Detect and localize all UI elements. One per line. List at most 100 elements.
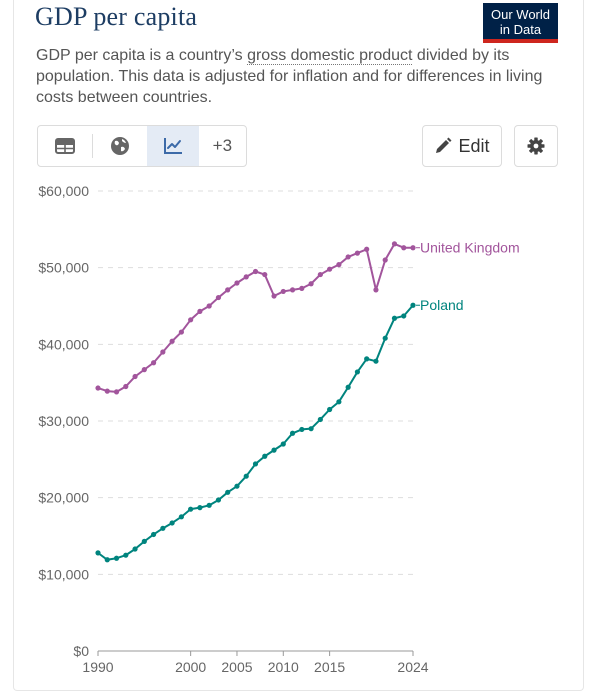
x-tick-label: 2005 bbox=[221, 659, 252, 675]
data-point-poland[interactable] bbox=[354, 369, 361, 375]
subtitle-text-after: divided by its population. This data is … bbox=[36, 47, 543, 106]
data-point-poland[interactable] bbox=[169, 520, 175, 526]
data-point-united-kingdom[interactable] bbox=[280, 288, 286, 295]
data-point-united-kingdom[interactable] bbox=[410, 245, 416, 251]
y-axis: $0 $10,000 $20,000 $30,000 $40,000 $50,000 $60… bbox=[38, 183, 89, 659]
data-point-poland[interactable] bbox=[289, 430, 296, 436]
data-point-united-kingdom[interactable] bbox=[252, 268, 259, 275]
data-point-poland[interactable] bbox=[141, 538, 147, 544]
data-point-poland[interactable] bbox=[280, 441, 286, 447]
data-point-united-kingdom[interactable] bbox=[345, 254, 351, 260]
data-point-united-kingdom[interactable] bbox=[391, 241, 398, 247]
data-point-poland[interactable] bbox=[336, 399, 342, 405]
data-point-poland[interactable] bbox=[345, 384, 351, 390]
y-tick-label: $10,000 bbox=[38, 566, 89, 582]
data-point-united-kingdom[interactable] bbox=[364, 246, 370, 252]
x-axis: 1990 2000 2005 2010 2015 2024 bbox=[82, 650, 429, 675]
data-point-poland[interactable] bbox=[364, 356, 370, 362]
data-point-united-kingdom[interactable] bbox=[299, 285, 305, 291]
data-point-united-kingdom[interactable] bbox=[308, 281, 314, 287]
y-tick-label: $40,000 bbox=[38, 336, 89, 352]
data-point-poland[interactable] bbox=[401, 313, 407, 319]
data-point-united-kingdom[interactable] bbox=[289, 287, 296, 293]
data-point-poland[interactable] bbox=[262, 453, 268, 459]
data-point-poland[interactable] bbox=[327, 406, 333, 413]
chart-subtitle: GDP per capita is a country’s gross dome… bbox=[36, 45, 556, 108]
data-point-united-kingdom[interactable] bbox=[188, 317, 194, 323]
data-point-united-kingdom[interactable] bbox=[317, 271, 323, 278]
y-tick-label: $0 bbox=[73, 643, 89, 659]
data-point-united-kingdom[interactable] bbox=[206, 303, 212, 309]
data-point-united-kingdom[interactable] bbox=[215, 294, 222, 301]
data-point-united-kingdom[interactable] bbox=[113, 389, 120, 395]
data-point-poland[interactable] bbox=[197, 505, 203, 511]
subtitle-text-before: GDP per capita is a country’s bbox=[36, 47, 248, 64]
tab-more[interactable]: +3 bbox=[212, 136, 233, 155]
data-point-united-kingdom[interactable] bbox=[382, 257, 388, 263]
data-point-poland[interactable] bbox=[206, 502, 212, 508]
globe-icon bbox=[111, 137, 130, 155]
data-point-united-kingdom[interactable] bbox=[123, 383, 129, 390]
data-point-poland[interactable] bbox=[150, 531, 157, 538]
tab-table[interactable] bbox=[38, 126, 92, 166]
logo-line-1: Our World bbox=[491, 7, 550, 22]
data-point-poland[interactable] bbox=[160, 525, 166, 531]
settings-button[interactable] bbox=[514, 125, 558, 167]
data-point-united-kingdom[interactable] bbox=[132, 373, 138, 380]
data-point-poland[interactable] bbox=[123, 552, 129, 558]
data-point-united-kingdom[interactable] bbox=[169, 338, 175, 344]
owid-logo[interactable]: Our World in Data bbox=[483, 3, 558, 43]
data-point-poland[interactable] bbox=[132, 546, 138, 552]
data-point-poland[interactable] bbox=[252, 461, 259, 467]
edit-button[interactable]: Edit bbox=[422, 125, 502, 167]
series-line-poland[interactable] bbox=[97, 304, 414, 561]
data-point-united-kingdom[interactable] bbox=[243, 274, 249, 280]
data-point-united-kingdom[interactable] bbox=[271, 293, 277, 299]
grid-lines bbox=[98, 190, 413, 575]
data-point-united-kingdom[interactable] bbox=[104, 388, 110, 394]
data-point-poland[interactable] bbox=[113, 555, 120, 561]
data-point-united-kingdom[interactable] bbox=[95, 385, 101, 391]
data-point-poland[interactable] bbox=[234, 483, 240, 489]
data-point-united-kingdom[interactable] bbox=[160, 349, 166, 355]
data-point-united-kingdom[interactable] bbox=[234, 280, 240, 286]
x-tick-label: 1990 bbox=[82, 659, 113, 675]
data-point-poland[interactable] bbox=[382, 335, 388, 341]
data-point-poland[interactable] bbox=[373, 358, 379, 364]
x-tick-label: 2015 bbox=[314, 659, 345, 675]
data-point-poland[interactable] bbox=[243, 473, 249, 479]
gdp-definition-link[interactable]: gross domestic product bbox=[247, 47, 413, 65]
data-point-united-kingdom[interactable] bbox=[354, 250, 361, 256]
data-point-poland[interactable] bbox=[391, 315, 398, 321]
series-label-poland[interactable]: Poland bbox=[420, 297, 464, 313]
x-tick-label: 2000 bbox=[175, 659, 206, 675]
data-point-poland[interactable] bbox=[178, 514, 184, 520]
data-point-poland[interactable] bbox=[104, 557, 110, 563]
series-label-united-kingdom[interactable]: United Kingdom bbox=[420, 240, 520, 256]
tab-map[interactable] bbox=[92, 134, 147, 158]
data-point-poland[interactable] bbox=[299, 426, 305, 433]
data-point-united-kingdom[interactable] bbox=[178, 329, 184, 335]
data-point-poland[interactable] bbox=[95, 550, 101, 556]
data-point-poland[interactable] bbox=[271, 447, 277, 453]
data-point-united-kingdom[interactable] bbox=[150, 360, 157, 366]
tab-chart[interactable] bbox=[147, 126, 199, 166]
x-tick-label: 2010 bbox=[268, 659, 299, 675]
data-point-united-kingdom[interactable] bbox=[327, 266, 333, 272]
line-chart-icon bbox=[164, 138, 183, 154]
data-point-united-kingdom[interactable] bbox=[225, 287, 231, 293]
data-point-poland[interactable] bbox=[188, 506, 194, 512]
data-point-poland[interactable] bbox=[225, 489, 231, 495]
data-point-poland[interactable] bbox=[410, 302, 416, 308]
data-point-poland[interactable] bbox=[215, 497, 222, 503]
line-chart: $0 $10,000 $20,000 $30,000 $40,000 $50,000 $60… bbox=[38, 183, 520, 675]
x-tick-label: 2024 bbox=[397, 659, 428, 675]
data-point-united-kingdom[interactable] bbox=[373, 287, 379, 293]
data-point-united-kingdom[interactable] bbox=[141, 367, 147, 373]
data-point-poland[interactable] bbox=[308, 426, 314, 432]
data-point-united-kingdom[interactable] bbox=[262, 271, 268, 278]
data-point-poland[interactable] bbox=[317, 416, 323, 423]
data-point-united-kingdom[interactable] bbox=[336, 262, 342, 268]
data-point-united-kingdom[interactable] bbox=[197, 308, 203, 314]
data-point-united-kingdom[interactable] bbox=[401, 245, 407, 251]
